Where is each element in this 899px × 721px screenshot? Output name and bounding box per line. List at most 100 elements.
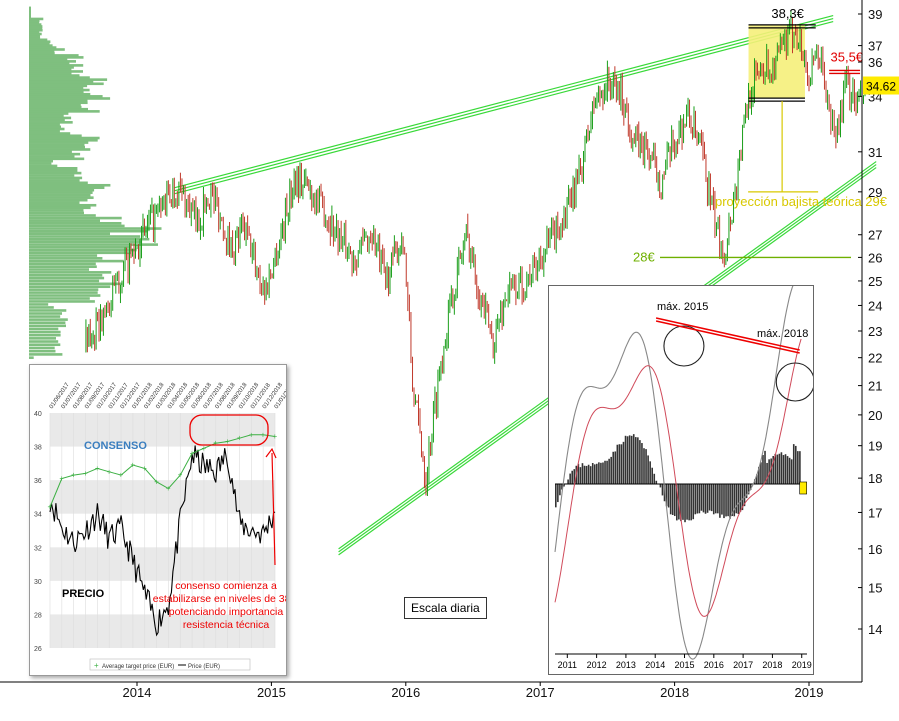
macd-bar [593, 464, 596, 484]
macd-bar [651, 467, 654, 484]
volume-profile-bar [29, 23, 42, 26]
y-tick-label: 25 [868, 274, 882, 289]
macd-bar [614, 451, 617, 484]
volume-profile-bar [29, 118, 65, 122]
volume-profile-bar [29, 48, 65, 51]
volume-profile-bar [29, 42, 50, 45]
macd-bar [559, 484, 561, 496]
volume-profile-bar [29, 306, 54, 309]
consensus-marker: + [249, 430, 254, 439]
volume-profile-bar [29, 112, 69, 115]
macd-line [554, 278, 802, 660]
volume-profile-bar [29, 25, 43, 28]
macd-bar [577, 463, 580, 484]
consensus-marker: + [213, 439, 218, 448]
macd-x-tick-label: 2014 [645, 660, 665, 670]
macd-bar [692, 484, 695, 520]
macd-bar [714, 484, 717, 514]
volume-profile-bar [29, 27, 43, 30]
macd-bar [688, 484, 690, 521]
macd-bar [792, 444, 795, 484]
volume-profile-bar [29, 186, 105, 190]
volume-profile-bar [29, 92, 91, 96]
volume-profile-bar [29, 80, 94, 84]
max-2018-circle [775, 362, 815, 402]
consensus-marker: + [48, 503, 53, 512]
macd-current-marker [799, 481, 807, 495]
volume-profile-bar [29, 155, 75, 158]
consensus-marker: + [201, 444, 206, 453]
legend-consensus-marker: + [94, 661, 99, 670]
volume-profile-bar [29, 330, 61, 334]
volume-profile-bar [29, 206, 91, 210]
volume-profile-bar [29, 162, 52, 165]
macd-bar [749, 484, 752, 490]
volume-profile-bar [29, 353, 63, 356]
macd-x-tick-label: 2017 [733, 660, 753, 670]
macd-bar [585, 465, 588, 484]
y-tick-label: 31 [868, 145, 882, 160]
y-tick-label: 37 [868, 39, 882, 54]
volume-profile-bar [29, 183, 111, 187]
volume-profile-bar [29, 181, 88, 185]
macd-bar [598, 462, 600, 484]
x-tick-label: 2014 [123, 685, 152, 700]
volume-profile-bar [29, 34, 40, 38]
volume-profile-bar [29, 176, 83, 180]
macd-bar [731, 484, 733, 516]
volume-profile-bar [29, 95, 103, 98]
consensus-marker: + [71, 471, 76, 480]
macd-bar [596, 463, 598, 484]
macd-bar [563, 484, 565, 487]
macd-bar [659, 484, 662, 488]
volume-profile-bar [29, 32, 42, 36]
consensus-marker: + [95, 464, 100, 473]
volume-profile-bar [29, 68, 72, 71]
volume-profile-bar [29, 46, 57, 49]
y-tick-label: 20 [868, 408, 882, 423]
inset-legend [89, 658, 251, 671]
volume-profile-bar [29, 132, 71, 135]
x-tick-label: 2018 [660, 685, 689, 700]
volume-profile-bar [29, 191, 93, 194]
macd-bar [776, 454, 779, 484]
volume-profile-bar [29, 103, 81, 107]
channel-line [174, 14, 834, 189]
macd-bar [602, 462, 604, 484]
volume-profile-bar [29, 288, 99, 291]
volume-profile-bar [29, 243, 158, 246]
volume-profile-bar [29, 337, 56, 340]
x-tick-label: 2019 [795, 685, 824, 700]
volume-profile-bar [29, 139, 98, 142]
y-tick-label: 23 [868, 324, 882, 339]
macd-bar [727, 484, 729, 517]
macd-bar [682, 484, 684, 520]
inset-y-tick: 40 [34, 411, 42, 418]
volume-profile-bar [29, 294, 101, 297]
volume-profile-bar [29, 167, 78, 170]
macd-bar [561, 484, 563, 490]
macd-bar [780, 452, 783, 484]
volume-profile-bar [29, 273, 103, 277]
volume-profile-bar [29, 105, 82, 109]
volume-profile-bar [29, 309, 67, 312]
volume-profile-bar [29, 134, 82, 138]
volume-profile-bar [29, 38, 48, 42]
volume-profile-bar [29, 248, 137, 252]
projection-label: proyección bajista teórica 29€ [715, 194, 888, 209]
inset-y-tick: 26 [34, 646, 42, 653]
inset-y-tick: 28 [34, 612, 42, 619]
volume-profile-bar [29, 214, 96, 217]
volume-profile-bar [29, 136, 100, 140]
volume-profile-bar [29, 152, 81, 156]
volume-profile-bar [29, 82, 104, 86]
macd-bar [719, 484, 721, 518]
macd-bar [770, 458, 772, 484]
macd-bar [706, 484, 709, 513]
macd-bar [788, 457, 791, 484]
macd-bar [725, 484, 727, 517]
macd-trendline [655, 320, 800, 354]
volume-profile-bar [29, 324, 66, 328]
volume-profile-bar [29, 8, 31, 12]
